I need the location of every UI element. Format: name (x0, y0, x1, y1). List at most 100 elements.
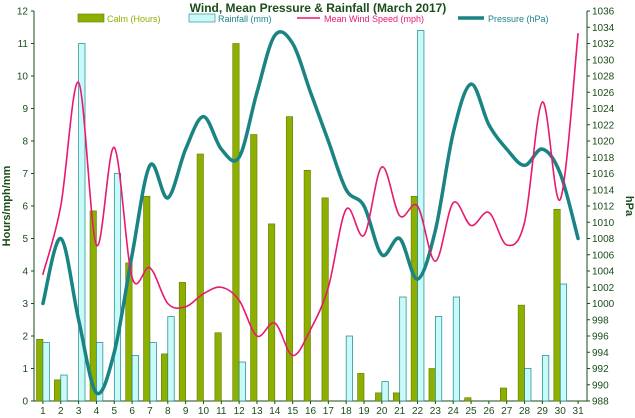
y-tick-left-label: 11 (18, 39, 29, 50)
x-tick-label: 28 (519, 406, 531, 417)
x-tick-label: 2 (58, 406, 64, 417)
y-tick-right-label: 1002 (592, 283, 615, 294)
legend-pressure-label: Pressure (hPa) (488, 14, 549, 24)
x-tick-label: 6 (129, 406, 135, 417)
calm-bar (214, 332, 222, 402)
x-tick-label: 16 (305, 406, 317, 417)
pressure-line (41, 30, 580, 396)
calm-bar (357, 373, 365, 402)
x-tick-label: 27 (501, 406, 513, 417)
x-tick-label: 13 (251, 406, 263, 417)
y-tick-right-label: 1008 (592, 234, 615, 245)
y-tick-right-label: 1010 (592, 218, 615, 229)
y-tick-left-label: 7 (22, 169, 28, 180)
rainfall-bar (345, 335, 353, 402)
x-tick-label: 18 (341, 406, 353, 417)
y-tick-right-label: 992 (592, 364, 609, 375)
x-tick-label: 31 (573, 406, 585, 417)
y-tick-left-label: 10 (17, 72, 29, 83)
bars-group (36, 30, 568, 402)
rainfall-bar (399, 296, 407, 402)
y-tick-right-label: 1014 (592, 185, 615, 196)
x-tick-label: 8 (165, 406, 171, 417)
calm-bar (54, 379, 62, 402)
rainfall-bar (167, 316, 175, 402)
x-tick-label: 4 (94, 406, 100, 417)
x-tick-label: 7 (147, 406, 153, 417)
y-tick-left-label: 8 (22, 137, 28, 148)
rainfall-bar (60, 374, 68, 402)
rainfall-bar (435, 316, 443, 402)
y-tick-left-label: 12 (17, 7, 29, 18)
x-tick-label: 24 (448, 406, 460, 417)
x-tick-label: 30 (555, 406, 567, 417)
y-tick-right-label: 988 (592, 397, 609, 408)
calm-bar (410, 195, 418, 402)
y-tick-right-label: 1036 (592, 7, 615, 18)
y-tick-right-label: 1026 (592, 88, 615, 99)
x-tick-label: 3 (76, 406, 82, 417)
rainfall-bar (113, 173, 122, 402)
chart-title: Wind, Mean Pressure & Rainfall (March 20… (190, 1, 447, 15)
y-tick-left-label: 0 (22, 397, 28, 408)
y-tick-right-label: 1006 (592, 250, 615, 261)
legend-rainfall: Rainfall (mm) (188, 13, 272, 24)
y-tick-right-label: 1030 (592, 55, 615, 66)
legend-rainfall-label: Rainfall (mm) (218, 14, 272, 24)
calm-bar (285, 116, 293, 402)
y-axis-right-label: hPa (623, 196, 635, 217)
calm-bar (161, 353, 169, 402)
x-tick-label: 20 (376, 406, 388, 417)
rainfall-bar (542, 355, 550, 402)
y-tick-left-label: 5 (22, 234, 28, 245)
rainfall-bar (149, 342, 157, 402)
y-tick-right-label: 1020 (592, 137, 615, 148)
y-tick-right-label: 998 (592, 315, 609, 326)
calm-bar (428, 368, 436, 402)
legend-calm-label: Calm (Hours) (107, 14, 161, 24)
x-tick-label: 17 (323, 406, 335, 417)
calm-bar (321, 197, 329, 402)
calm-bar (303, 169, 311, 402)
y-tick-right-label: 1022 (592, 120, 615, 131)
rainfall-bar (381, 381, 389, 402)
rainfall-bar (78, 43, 86, 402)
y-tick-right-label: 1028 (592, 72, 615, 83)
x-tick-label: 26 (483, 406, 495, 417)
x-tick-label: 19 (358, 406, 370, 417)
calm-bar (375, 392, 383, 402)
calm-bar (36, 338, 44, 402)
y-tick-left-label: 4 (22, 267, 28, 278)
y-axis-left-label: Hours/mph/mm (1, 165, 13, 246)
y-tick-left-label: 9 (22, 104, 28, 115)
y-tick-right-label: 1024 (592, 104, 615, 115)
ticks-group: 0123456789101112988990992994996998100010… (17, 7, 615, 418)
x-tick-label: 23 (430, 406, 442, 417)
legend-calm-swatch (77, 13, 105, 23)
calm-bar (268, 223, 276, 402)
legend-wind: Mean Wind Speed (mph) (297, 14, 424, 24)
x-tick-label: 1 (40, 406, 46, 417)
calm-bar (500, 387, 508, 402)
y-tick-right-label: 1016 (592, 169, 615, 180)
rainfall-bar (42, 342, 50, 402)
legend-calm: Calm (Hours) (77, 13, 161, 24)
y-tick-right-label: 1012 (592, 202, 615, 213)
x-tick-label: 9 (183, 406, 189, 417)
rainfall-bar (96, 342, 104, 402)
y-tick-right-label: 1004 (592, 267, 615, 278)
x-tick-label: 5 (111, 406, 117, 417)
x-tick-label: 25 (465, 406, 477, 417)
calm-bar (517, 304, 525, 402)
legend-wind-label: Mean Wind Speed (mph) (324, 14, 424, 24)
y-tick-right-label: 994 (592, 348, 609, 359)
y-tick-right-label: 1032 (592, 39, 615, 50)
y-tick-right-label: 1018 (592, 153, 615, 164)
y-tick-right-label: 996 (592, 332, 609, 343)
rainfall-bar (131, 355, 139, 402)
rainfall-bar (452, 296, 460, 402)
rainfall-bar (524, 368, 532, 402)
calm-bar (196, 153, 204, 402)
